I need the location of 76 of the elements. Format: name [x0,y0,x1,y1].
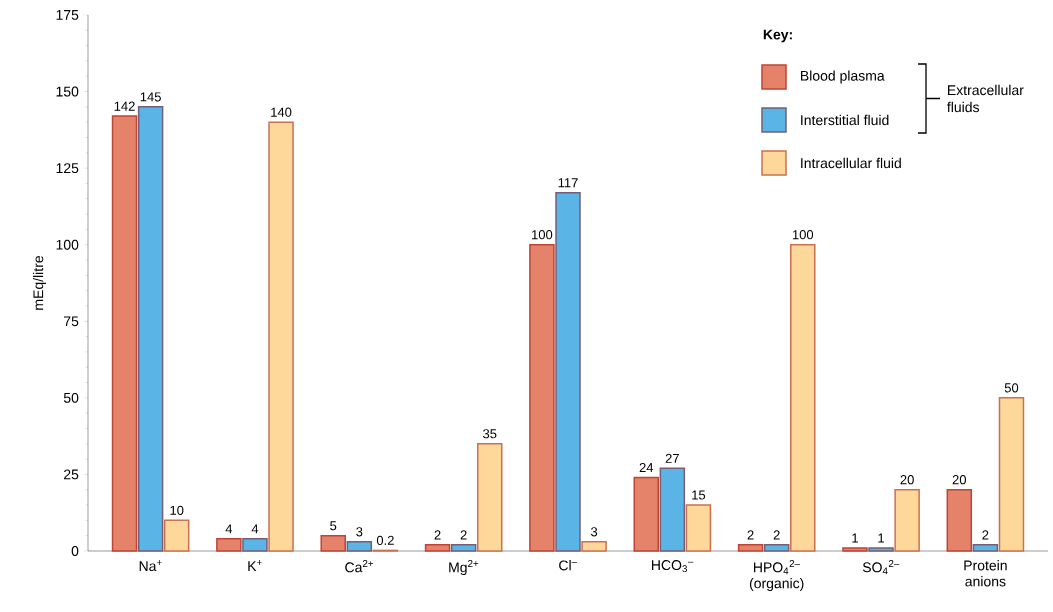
bar [998,397,1025,552]
data-label: 15 [692,490,706,500]
bar [972,544,999,552]
y-tick-label: 175 [56,10,79,20]
data-label: 3 [356,527,363,537]
bar [450,544,477,552]
x-tick-label: SO$_{4}$2– [862,560,900,575]
x-tick-label: Ca$^{2+}$ [345,560,374,573]
x-tick-label: Mg$^{2+}$ [449,560,479,576]
bar [476,443,503,552]
bar [216,537,242,552]
legend-label: Blood plasma [801,70,885,84]
bar [946,488,973,552]
data-label: 24 [639,462,654,473]
bar [842,547,868,552]
bar [163,519,190,552]
data-label: 20 [900,475,914,485]
bar [111,115,138,552]
bar [424,544,451,552]
bar [242,537,268,552]
data-label: 100 [792,230,814,240]
bar [659,467,686,552]
bar [737,544,764,552]
data-label: 2 [434,530,441,540]
y-tick-label: 0 [71,546,79,556]
bar [529,243,555,552]
data-label: 2 [982,530,989,540]
x-tick-label: HPO$_{4}$2– (organic) [749,560,804,592]
y-tick-label: 50 [63,392,79,403]
data-label: 140 [271,107,292,117]
y-tick-label: 75 [64,316,79,327]
x-tick-label: Protein anions [964,560,1007,587]
bar [633,476,660,552]
data-label: 4 [251,524,259,534]
y-tick-label: 150 [56,86,79,97]
data-label: 10 [170,505,184,515]
data-label: 35 [483,429,497,439]
bar [555,191,581,552]
x-tick-label: HCO$_{3}$– [652,560,694,573]
bar [320,534,346,552]
y-tick-label: 25 [64,469,79,480]
data-label: 1 [878,533,885,543]
x-tick-label: Na$^{+}$ [139,560,162,572]
bar [685,504,712,552]
data-label: 50 [1004,383,1019,393]
data-label: 5 [330,521,337,531]
data-label: 2 [747,530,754,540]
data-label: 27 [665,453,679,463]
bar [346,541,373,552]
x-tick-label: Cl$^{–}$ [559,560,578,571]
data-label: 2 [773,530,780,540]
data-label: 4 [225,524,233,534]
data-label: 142 [114,101,135,111]
bar [763,544,790,552]
bar [581,541,607,552]
x-tick-label: K$^{+}$ [248,560,262,571]
data-label: 3 [590,527,598,537]
bar [268,121,294,552]
data-label: 0.2 [376,535,394,545]
data-label: 1 [852,533,858,543]
data-label: 2 [460,530,467,540]
y-tick-label: 100 [56,239,79,250]
data-label: 145 [140,92,161,102]
bar [790,243,816,552]
bar [868,547,894,552]
data-label: 100 [532,230,553,240]
annotation: Extracellular fluids [947,84,1024,113]
y-axis-title: mEq/litre [32,255,46,310]
data-label: 20 [952,475,967,485]
data-label: 117 [558,178,578,188]
bar [137,106,164,552]
legend-label: Intracellular fluid [801,157,901,169]
y-tick-label: 125 [56,163,79,174]
bar [894,488,920,552]
legend-label: Interstitial fluid [801,114,889,126]
legend-title: Key: [763,29,792,43]
